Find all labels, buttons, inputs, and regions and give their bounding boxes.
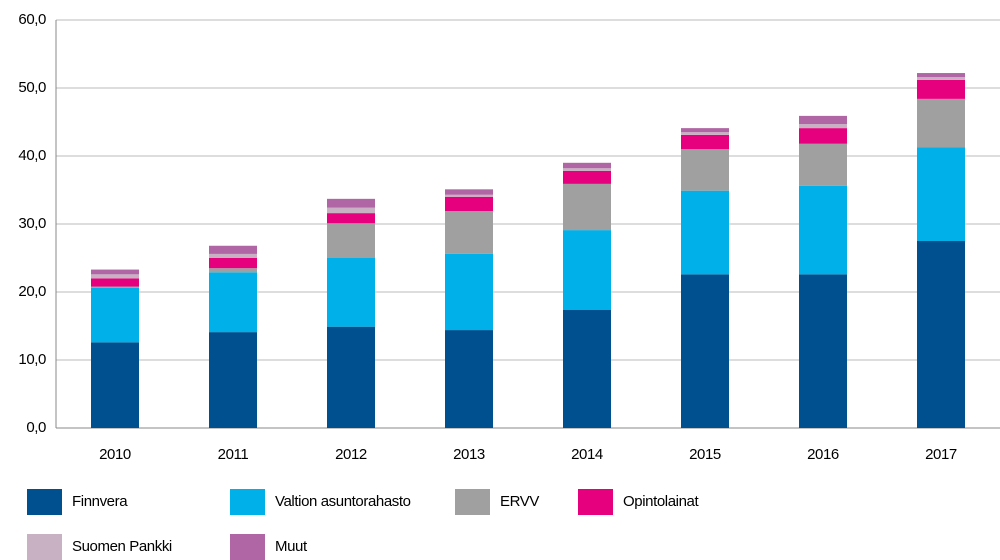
bar-segment: [91, 274, 139, 279]
bar-segment: [917, 98, 965, 148]
bar-segment: [563, 230, 611, 310]
bar-segment: [917, 241, 965, 428]
bar-segment: [91, 278, 139, 287]
bar-segment: [445, 211, 493, 254]
legend-swatch: [27, 534, 62, 560]
bar-segment: [209, 268, 257, 273]
y-tick-label: 10,0: [18, 351, 46, 368]
bar-segment: [799, 124, 847, 129]
legend-label: Suomen Pankki: [72, 538, 172, 555]
bar-segment: [799, 128, 847, 144]
x-tick-label: 2017: [925, 446, 957, 463]
y-tick-label: 20,0: [18, 283, 46, 300]
bar-segment: [445, 196, 493, 212]
y-tick-label: 30,0: [18, 215, 46, 232]
legend-swatch: [455, 489, 490, 515]
bar-segment: [91, 286, 139, 288]
bar-segment: [209, 245, 257, 254]
bar-segment: [563, 170, 611, 184]
bar-segment: [799, 115, 847, 125]
bar-segment: [563, 183, 611, 231]
bar-segment: [799, 185, 847, 275]
legend-label: Finnvera: [72, 493, 128, 510]
bar-segment: [209, 332, 257, 428]
bar-segment: [445, 189, 493, 195]
bar-segment: [917, 77, 965, 80]
bar-segment: [327, 207, 375, 214]
bar-segment: [681, 134, 729, 150]
legend-swatch: [230, 489, 265, 515]
bar-segment: [209, 258, 257, 269]
bar-segment: [209, 253, 257, 258]
y-tick-label: 50,0: [18, 79, 46, 96]
bar-segment: [681, 190, 729, 275]
bar-segment: [327, 198, 375, 208]
bar-segment: [917, 73, 965, 78]
x-tick-label: 2010: [99, 446, 131, 463]
y-tick-label: 60,0: [18, 11, 46, 28]
bar-segment: [917, 147, 965, 241]
bar-segment: [681, 128, 729, 133]
bar-segment: [799, 274, 847, 428]
bar-segment: [91, 287, 139, 343]
legend-label: Valtion asuntorahasto: [275, 493, 411, 510]
x-tick-label: 2015: [689, 446, 721, 463]
bar-segment: [327, 258, 375, 327]
bar-segment: [799, 143, 847, 186]
x-tick-label: 2011: [218, 446, 249, 463]
legend-label: ERVV: [500, 493, 539, 510]
bar-segment: [563, 162, 611, 169]
legend-swatch: [27, 489, 62, 515]
bar-segment: [91, 342, 139, 428]
y-tick-label: 0,0: [26, 419, 46, 436]
bar-segment: [917, 79, 965, 99]
bar-segment: [681, 274, 729, 428]
bar-segment: [327, 213, 375, 224]
bar-segment: [327, 223, 375, 258]
x-tick-label: 2014: [571, 446, 603, 463]
legend-swatch: [230, 534, 265, 560]
y-tick-label: 40,0: [18, 147, 46, 164]
x-tick-label: 2013: [453, 446, 485, 463]
bar-segment: [91, 269, 139, 275]
bar-segment: [445, 253, 493, 331]
x-tick-label: 2016: [807, 446, 839, 463]
bar-segment: [445, 330, 493, 428]
bar-segment: [563, 309, 611, 428]
legend-swatch: [578, 489, 613, 515]
legend-label: Opintolainat: [623, 493, 699, 510]
bar-segment: [563, 168, 611, 171]
bar-segment: [209, 272, 257, 333]
bar-segment: [681, 132, 729, 135]
legend-label: Muut: [275, 538, 308, 555]
x-tick-label: 2012: [335, 446, 367, 463]
bar-segment: [327, 326, 375, 428]
bar-segment: [681, 149, 729, 191]
bar-segment: [445, 194, 493, 197]
